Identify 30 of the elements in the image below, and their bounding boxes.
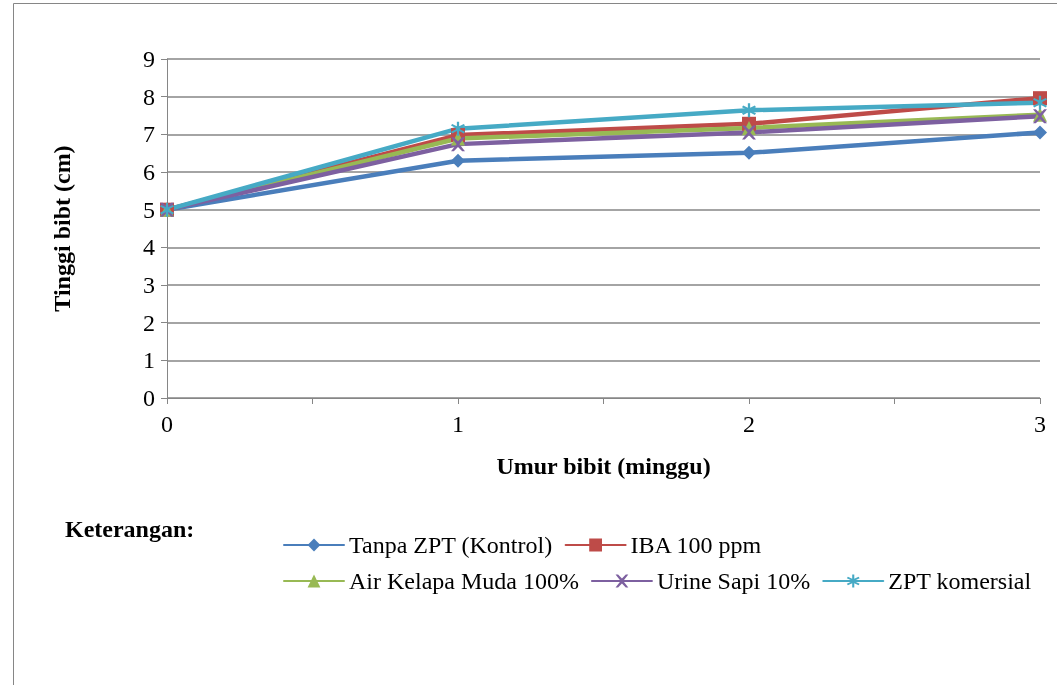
y-tick-label: 2 [143,309,155,336]
x-tick-label: 1 [452,411,464,437]
point [1033,95,1047,110]
point [742,145,756,160]
y-axis-title: Tinggi bibt (cm) [49,145,75,312]
y-tick-label: 7 [143,121,155,148]
y-tick-label: 5 [143,196,155,223]
y-tick-label: 4 [143,234,155,261]
y-tick-label: 1 [143,347,155,374]
y-tick-label: 6 [143,159,155,185]
x-tick-label: 2 [743,411,755,437]
point [1033,125,1047,140]
y-tick-label: 8 [143,83,155,110]
x-tick-label: 3 [1034,411,1046,437]
x-tick-label: 0 [161,411,173,437]
legend-label: Tanpa ZPT (Kontrol) [349,532,553,558]
legend-label: Urine Sapi 10% [656,568,811,594]
point [451,121,465,136]
legend-label: Air Kelapa Muda 100% [349,568,579,594]
x-axis-title: Umur bibit (minggu) [496,453,711,479]
legend-label: IBA 100 ppm [630,532,762,558]
legend-label: ZPT komersial [888,568,1032,594]
y-tick-label: 0 [143,385,155,411]
point [742,103,756,118]
legend-title: Keterangan: [65,516,195,542]
point [742,125,756,140]
y-tick-label: 9 [143,46,155,72]
y-tick-label: 3 [143,272,155,298]
point [451,153,465,168]
point [451,137,465,152]
